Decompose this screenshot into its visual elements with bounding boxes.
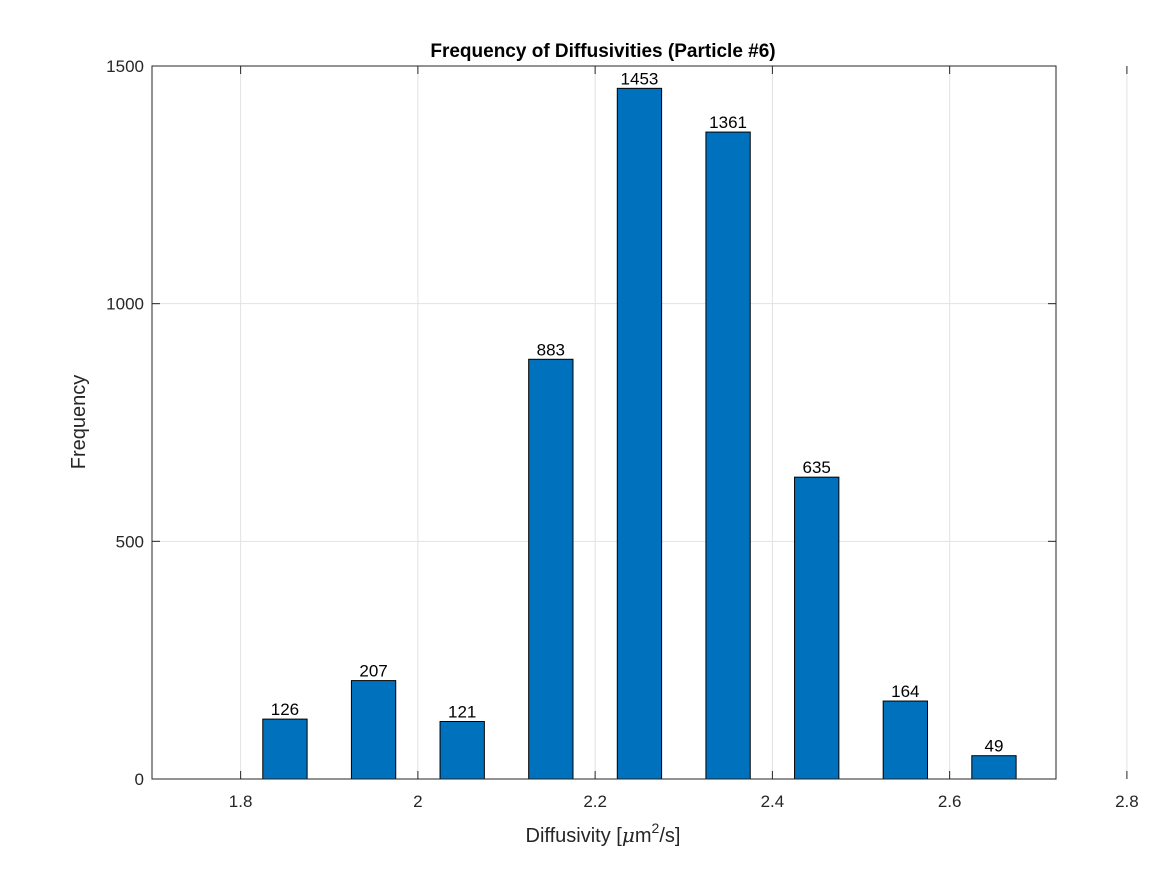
x-tick-label: 2.4 [761, 792, 785, 811]
bar [350, 680, 397, 780]
y-axis-label: Frequency [68, 375, 90, 470]
bar-value-label: 883 [537, 340, 565, 359]
bar-value-label: 207 [359, 662, 387, 681]
x-axis-label-exponent: 2 [652, 820, 660, 836]
data-labels: 126 207 121 883 1453 1361 635 164 49 [271, 69, 1004, 755]
axes [151, 65, 1057, 780]
x-tick-label: 2 [413, 792, 422, 811]
x-tick-label: 2.6 [938, 792, 962, 811]
bar-value-label: 635 [803, 458, 831, 477]
ticks: 1.8 2 2.2 2.4 2.6 2.8 0 500 1000 1500 [106, 57, 1139, 811]
bar-value-label: 1361 [709, 113, 747, 132]
bar-value-label: 126 [271, 700, 299, 719]
x-tick-label: 2.2 [583, 792, 607, 811]
x-tick-label: 2.8 [1115, 792, 1139, 811]
y-tick-label: 1500 [106, 57, 144, 76]
bar [528, 358, 574, 780]
y-tick-label: 0 [135, 770, 144, 789]
bar [882, 700, 928, 780]
bar [705, 131, 751, 780]
bar [439, 720, 485, 780]
plot-frame [151, 65, 1057, 780]
x-axis-label-mu: μ [622, 823, 635, 847]
bar [262, 718, 308, 780]
chart-title: Frequency of Diffusivities (Particle #6) [430, 41, 775, 62]
bar-value-label: 49 [984, 737, 1003, 756]
bar [971, 755, 1017, 780]
x-axis-label-prefix: Diffusivity [ [526, 825, 623, 847]
x-axis-label-suffix: /s] [659, 825, 680, 847]
bar-value-label: 164 [891, 682, 919, 701]
y-tick-label: 500 [116, 532, 144, 551]
bar [794, 476, 840, 780]
bar-value-label: 121 [448, 702, 476, 721]
bar [616, 87, 663, 780]
x-tick-label: 1.8 [229, 792, 253, 811]
y-tick-label: 1000 [106, 295, 144, 314]
x-axis-label: Diffusivity [μm2/s] [526, 820, 681, 847]
x-axis-label-unit: m [635, 825, 652, 847]
bar-value-label: 1453 [621, 69, 659, 88]
